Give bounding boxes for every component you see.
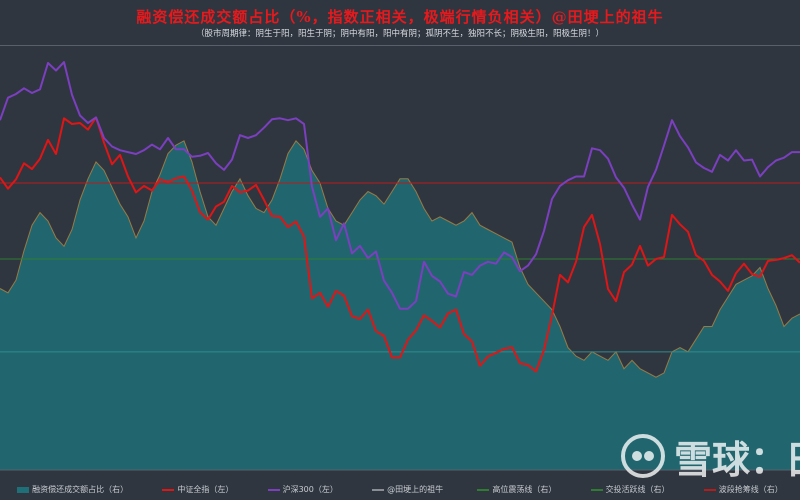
legend-item: 波段抢筹线（右） bbox=[703, 484, 783, 495]
chart-subtitle: （股市周期律：阴生于阳，阳生于阴；阴中有阳，阳中有阴；孤阴不生，独阳不长；阴极生… bbox=[195, 29, 604, 39]
legend-label: 融资偿还成交额占比（右） bbox=[32, 485, 129, 494]
legend-swatch bbox=[17, 486, 30, 493]
legend-item: 融资偿还成交额占比（右） bbox=[17, 484, 128, 495]
chart-legend: 融资偿还成交额占比（右） 中证全指（左） 沪深300（左） @田埂上的祖牛 高位震荡线（… bbox=[0, 484, 800, 495]
legend-item: @田埂上的祖牛 bbox=[372, 484, 443, 495]
legend-label: 高位震荡线（右） bbox=[492, 485, 557, 494]
legend-item: 高位震荡线（右） bbox=[477, 484, 556, 495]
watermark: 雪球：田 bbox=[620, 430, 800, 482]
legend-item: 沪深300（左） bbox=[267, 484, 338, 495]
legend-label: @田埂上的祖牛 bbox=[387, 485, 444, 494]
series-area-financing-ratio bbox=[0, 140, 800, 471]
legend-item: 中证全指（左） bbox=[162, 484, 233, 495]
chart-title: 融资偿还成交额占比（%，指数正相关，极端行情负相关）@田埂上的祖牛 bbox=[136, 8, 664, 26]
series-area-outline bbox=[0, 139, 800, 378]
legend-item: 交投活跃线（右） bbox=[590, 484, 670, 495]
legend-label: 中证全指（左） bbox=[177, 485, 234, 494]
watermark-text: 雪球：田 bbox=[674, 437, 800, 482]
legend-swatch bbox=[590, 488, 603, 491]
series-line-1 bbox=[0, 116, 800, 373]
legend-swatch bbox=[703, 488, 716, 491]
snowball-logo-icon bbox=[621, 434, 665, 478]
legend-label: 波段抢筹线（右） bbox=[718, 485, 783, 494]
header-divider bbox=[0, 45, 800, 46]
legend-label: 沪深300（左） bbox=[282, 485, 338, 494]
legend-swatch bbox=[162, 488, 175, 491]
legend-label: 交投活跃线（右） bbox=[605, 485, 670, 494]
legend-swatch bbox=[477, 488, 490, 491]
legend-swatch bbox=[267, 488, 280, 491]
legend-swatch bbox=[372, 488, 385, 491]
series-line-2 bbox=[0, 61, 800, 310]
